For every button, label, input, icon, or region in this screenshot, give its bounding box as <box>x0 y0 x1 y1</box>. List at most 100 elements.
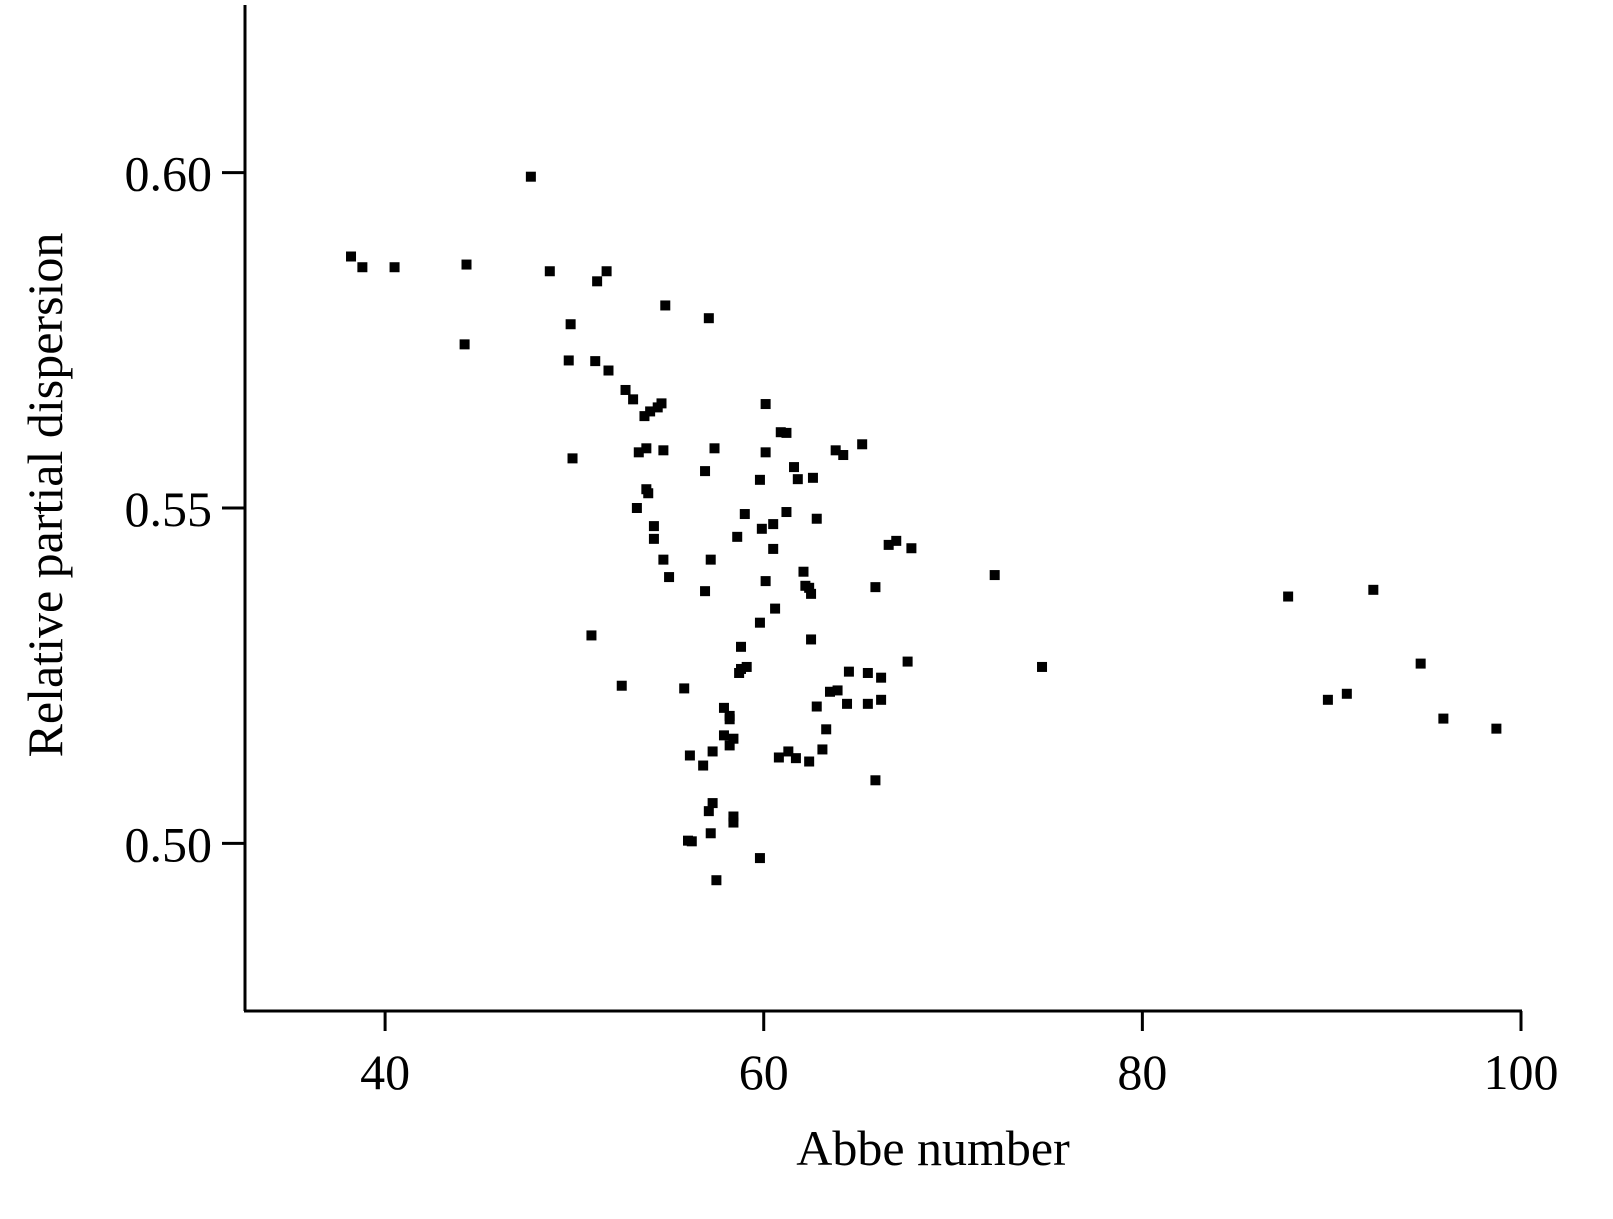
point <box>760 399 771 410</box>
point <box>631 503 642 513</box>
point <box>718 730 729 741</box>
point <box>760 576 771 587</box>
point <box>563 355 574 366</box>
point <box>830 445 841 456</box>
point <box>707 798 718 809</box>
point <box>525 171 536 182</box>
point <box>775 427 786 438</box>
point <box>806 588 817 599</box>
point <box>389 262 400 273</box>
point <box>728 811 739 822</box>
point <box>1491 723 1502 734</box>
point <box>601 266 612 277</box>
point <box>603 365 614 376</box>
point <box>628 394 639 405</box>
point <box>1438 713 1449 724</box>
point <box>592 276 603 287</box>
point <box>705 554 716 565</box>
point <box>586 630 597 641</box>
point <box>718 702 729 713</box>
point <box>698 760 709 771</box>
point <box>768 519 779 530</box>
point <box>781 427 792 438</box>
point <box>734 667 745 678</box>
point <box>705 828 716 839</box>
y-tick-label: 0.60 <box>125 146 213 202</box>
point <box>590 356 601 367</box>
point <box>739 509 750 520</box>
point <box>658 445 669 456</box>
point <box>770 603 781 614</box>
point <box>565 319 576 330</box>
point <box>756 523 767 534</box>
point <box>616 680 627 691</box>
point <box>754 474 765 485</box>
point <box>804 582 815 593</box>
point <box>736 641 747 652</box>
point <box>843 666 854 677</box>
point <box>789 462 800 473</box>
x-tick-label: 40 <box>360 1044 410 1100</box>
point <box>648 521 659 532</box>
point <box>567 453 578 464</box>
point <box>783 746 794 757</box>
point <box>648 533 659 544</box>
point <box>870 582 881 593</box>
point <box>641 443 652 454</box>
point <box>811 701 822 712</box>
point <box>902 656 913 667</box>
point <box>768 543 779 554</box>
point <box>1283 591 1294 602</box>
point <box>832 685 843 696</box>
point <box>883 539 894 550</box>
point <box>732 531 743 542</box>
x-axis-label: Abbe number <box>796 1120 1070 1176</box>
point <box>357 262 368 273</box>
point <box>645 406 656 417</box>
point <box>1037 661 1048 672</box>
x-tick-label: 80 <box>1117 1044 1167 1100</box>
y-tick-label: 0.55 <box>125 481 213 537</box>
x-tick-label: 100 <box>1484 1044 1559 1100</box>
point <box>459 339 470 350</box>
point <box>754 617 765 628</box>
point <box>658 554 669 565</box>
point <box>703 806 714 817</box>
point <box>656 398 667 409</box>
point <box>700 466 711 477</box>
point <box>660 300 671 311</box>
point <box>1415 658 1426 669</box>
point <box>821 724 832 735</box>
point <box>876 694 887 705</box>
point <box>724 740 735 751</box>
point <box>664 572 675 583</box>
point <box>811 513 822 524</box>
point <box>842 698 853 709</box>
point <box>346 251 357 262</box>
point <box>684 750 695 761</box>
point <box>891 535 902 546</box>
point <box>707 746 718 757</box>
point <box>639 411 650 422</box>
y-axis-label: Relative partial dispersion <box>17 233 73 758</box>
point <box>862 698 873 709</box>
point <box>804 756 815 767</box>
point <box>700 586 711 597</box>
point <box>760 447 771 458</box>
point <box>798 566 809 577</box>
point <box>857 439 868 450</box>
point <box>773 752 784 763</box>
point <box>1368 584 1379 595</box>
point <box>728 733 739 744</box>
point <box>709 443 720 454</box>
point <box>870 775 881 786</box>
point <box>754 853 765 864</box>
point <box>686 836 697 847</box>
point <box>824 686 835 697</box>
point <box>679 683 690 694</box>
x-tick-label: 60 <box>739 1044 789 1100</box>
point <box>1322 694 1333 705</box>
point <box>807 472 818 483</box>
point <box>620 384 631 395</box>
